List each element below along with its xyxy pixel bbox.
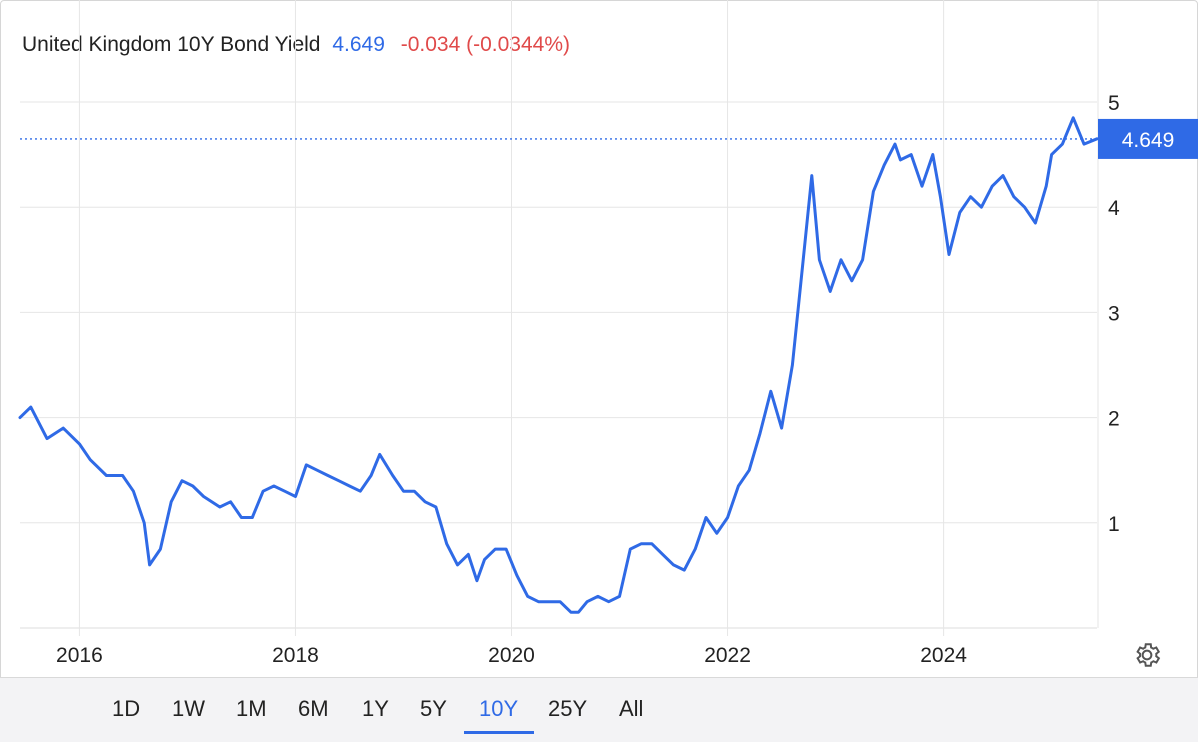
- y-tick-label: 3: [1108, 302, 1120, 325]
- range-selector: 1D 1W 1M 6M 1Y 5Y 10Y 25Y All: [0, 677, 1198, 742]
- x-tick-label: 2020: [488, 644, 535, 667]
- range-button-10y[interactable]: 10Y: [479, 696, 519, 721]
- y-tick-label: 4: [1108, 197, 1120, 220]
- y-tick-label: 2: [1108, 408, 1120, 431]
- series-line: [18, 116, 1099, 614]
- y-tick-label: 1: [1108, 513, 1120, 536]
- y-tick-label: 5: [1108, 92, 1120, 115]
- range-button-1m[interactable]: 1M: [236, 696, 267, 721]
- chart-header: United Kingdom 10Y Bond Yield 4.649 -0.0…: [22, 33, 570, 57]
- range-button-25y[interactable]: 25Y: [548, 696, 588, 721]
- active-range-underline: [464, 731, 534, 734]
- x-tick-label: 2018: [272, 644, 319, 667]
- line-chart[interactable]: 1 2 3 4 5 2016 2018 2020 2022 2024 4.649: [0, 0, 1200, 677]
- price-change: -0.034 (-0.0344%): [400, 33, 571, 56]
- last-value-badge: [1098, 118, 1198, 159]
- last-value-badge-text: 4.649: [1122, 129, 1175, 152]
- x-tick-label: 2022: [704, 644, 751, 667]
- x-tick-label: 2024: [920, 644, 967, 667]
- chart-title: United Kingdom 10Y Bond Yield: [22, 33, 321, 56]
- range-button-1y[interactable]: 1Y: [362, 696, 389, 721]
- x-tick-label: 2016: [56, 644, 103, 667]
- range-button-5y[interactable]: 5Y: [420, 696, 447, 721]
- last-value: 4.649: [332, 33, 385, 56]
- range-button-6m[interactable]: 6M: [298, 696, 329, 721]
- range-button-all[interactable]: All: [619, 696, 644, 721]
- gear-icon[interactable]: [1132, 640, 1162, 670]
- range-button-1w[interactable]: 1W: [172, 696, 205, 721]
- range-button-1d[interactable]: 1D: [112, 696, 141, 721]
